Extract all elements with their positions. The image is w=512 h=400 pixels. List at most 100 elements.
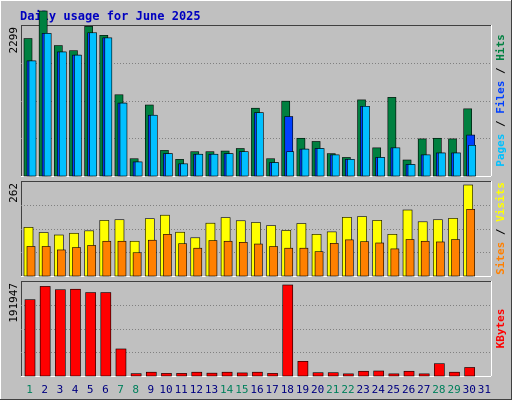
bar-sites-day-28 [436, 241, 445, 277]
bar-pages-day-25 [392, 147, 401, 177]
bar-pages-day-27 [422, 154, 431, 177]
bar-kbytes-day-20 [312, 372, 324, 377]
bar-pages-day-15 [240, 151, 249, 177]
bar-sites-day-11 [178, 243, 187, 277]
bar-sites-day-8 [132, 252, 142, 277]
bar-kbytes-day-3 [55, 289, 66, 377]
bar-sites-day-21 [329, 243, 339, 277]
bar-kbytes-day-29 [449, 371, 460, 377]
bar-sites-day-18 [284, 247, 294, 277]
bar-kbytes-day-17 [267, 373, 278, 377]
day-label-17: 17 [266, 383, 279, 396]
bar-kbytes-day-18 [282, 284, 294, 377]
bar-sites-day-12 [193, 247, 203, 277]
day-label-19: 19 [296, 383, 309, 396]
bar-pages-day-9 [149, 114, 158, 177]
day-label-4: 4 [72, 383, 79, 396]
series-label-kbytes: KBytes [494, 309, 507, 349]
bar-pages-day-29 [453, 152, 461, 177]
series-label-pages-files-hits: Pages / Files / Hits [494, 34, 507, 167]
bar-sites-day-7 [117, 240, 127, 277]
bar-pages-day-22 [347, 159, 355, 177]
bar-pages-day-6 [104, 37, 113, 177]
bar-kbytes-day-7 [115, 348, 127, 377]
bar-pages-day-26 [407, 164, 416, 177]
day-label-14: 14 [220, 383, 234, 396]
chart-title: Daily usage for June 2025 [20, 9, 201, 23]
ymax-label-kbytes: 191947 [7, 283, 20, 323]
series-label-sites-visits: Sites / Visits [494, 182, 507, 275]
bar-pages-day-18 [286, 151, 295, 177]
bar-pages-day-10 [165, 153, 173, 177]
day-label-26: 26 [402, 383, 415, 396]
bar-pages-day-17 [271, 162, 279, 177]
bar-pages-day-4 [74, 54, 82, 177]
bar-sites-day-9 [147, 239, 157, 277]
bar-pages-day-28 [438, 152, 446, 177]
bar-kbytes-day-28 [434, 363, 445, 377]
bar-kbytes-day-27 [418, 373, 430, 377]
ymax-label-hits: 2299 [7, 27, 20, 54]
bar-sites-day-17 [269, 246, 278, 277]
day-label-22: 22 [341, 383, 354, 396]
bar-kbytes-day-9 [145, 371, 157, 377]
bar-pages-day-16 [256, 112, 264, 177]
bar-pages-day-3 [59, 51, 67, 177]
day-label-9: 9 [148, 383, 155, 396]
day-label-7: 7 [117, 383, 124, 396]
bar-sites-day-1 [26, 246, 36, 277]
bar-sites-day-30 [466, 209, 475, 277]
bar-sites-day-4 [72, 247, 81, 277]
day-label-23: 23 [357, 383, 370, 396]
day-label-18: 18 [281, 383, 294, 396]
bar-sites-day-2 [41, 246, 51, 277]
bar-pages-day-24 [377, 157, 386, 177]
bar-kbytes-day-1 [24, 299, 36, 377]
day-label-3: 3 [57, 383, 64, 396]
day-label-6: 6 [102, 383, 109, 396]
bar-sites-day-13 [208, 240, 218, 277]
bar-kbytes-day-19 [297, 361, 309, 377]
day-label-25: 25 [387, 383, 400, 396]
bar-pages-day-13 [210, 153, 219, 177]
bar-pages-day-7 [119, 102, 128, 177]
bar-pages-day-21 [331, 154, 340, 177]
bar-pages-day-30 [468, 145, 476, 177]
bar-kbytes-day-25 [388, 373, 400, 377]
bar-kbytes-day-15 [236, 372, 248, 377]
bar-kbytes-day-16 [252, 371, 263, 377]
bar-sites-day-29 [451, 239, 460, 277]
bar-pages-day-1 [28, 60, 37, 177]
bar-pages-day-20 [316, 148, 325, 177]
bar-kbytes-day-2 [39, 286, 51, 377]
bar-sites-day-26 [405, 239, 415, 277]
bar-kbytes-day-14 [221, 371, 233, 377]
day-label-10: 10 [159, 383, 172, 396]
bar-pages-day-8 [134, 161, 143, 177]
bar-sites-day-5 [87, 245, 96, 277]
plot-area-3 [21, 281, 491, 376]
bar-sites-day-14 [223, 240, 233, 277]
day-label-8: 8 [132, 383, 139, 396]
day-label-11: 11 [175, 383, 188, 396]
bar-kbytes-day-13 [206, 372, 218, 377]
bar-pages-day-12 [195, 153, 204, 177]
bar-kbytes-day-21 [327, 372, 339, 377]
day-label-12: 12 [190, 383, 203, 396]
bar-sites-day-24 [375, 242, 385, 277]
bar-pages-day-11 [180, 163, 188, 177]
day-label-31: 31 [478, 383, 491, 396]
bar-kbytes-day-8 [130, 373, 142, 377]
bar-sites-day-10 [163, 234, 172, 277]
bar-kbytes-day-26 [403, 370, 415, 377]
bar-sites-day-3 [57, 249, 66, 277]
bar-pages-day-5 [89, 32, 97, 177]
day-label-16: 16 [250, 383, 263, 396]
bar-sites-day-16 [254, 243, 263, 277]
bar-sites-day-20 [314, 251, 324, 277]
bar-kbytes-day-4 [70, 288, 81, 377]
day-label-28: 28 [432, 383, 445, 396]
bar-sites-day-22 [345, 239, 354, 277]
